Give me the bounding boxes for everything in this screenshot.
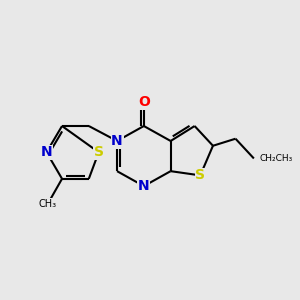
Text: O: O: [138, 95, 150, 109]
Text: N: N: [41, 145, 52, 159]
Text: S: S: [94, 145, 104, 159]
Text: N: N: [138, 179, 150, 193]
Text: N: N: [111, 134, 123, 148]
Text: CH₃: CH₃: [39, 199, 57, 208]
Text: S: S: [195, 168, 205, 182]
Text: CH₂CH₃: CH₂CH₃: [260, 154, 293, 163]
